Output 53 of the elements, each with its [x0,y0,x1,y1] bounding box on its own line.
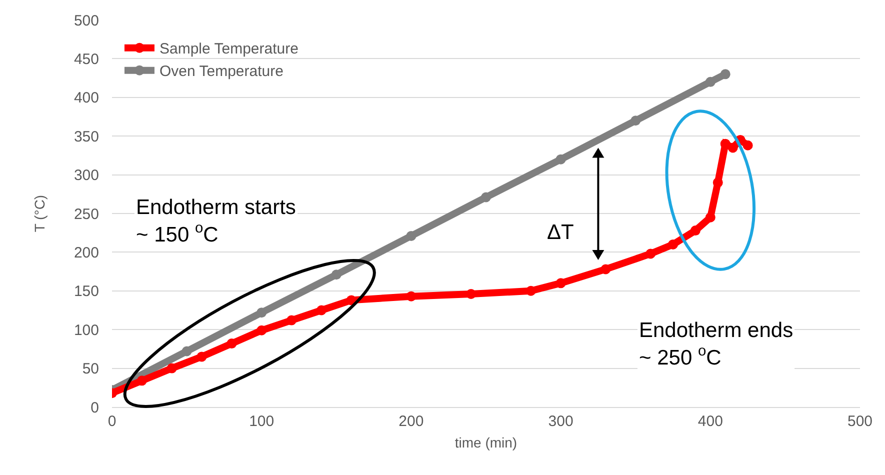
point [728,142,738,153]
legend-label: Sample Temperature [159,40,298,58]
x-tick-label: 100 [249,413,274,430]
point [286,315,297,326]
point [256,325,267,336]
x-tick-label: 500 [847,413,873,430]
point [256,308,267,318]
y-tick-label: 450 [74,50,99,68]
point [742,140,753,150]
point [720,69,730,80]
point [406,230,416,241]
point [556,154,566,164]
point [705,76,716,87]
point [196,352,207,362]
point [705,212,716,222]
point [668,239,678,250]
point [136,376,147,386]
point [182,346,192,356]
y-tick-label: 0 [90,399,99,416]
point [316,305,326,316]
y-axis-title: T (°C) [32,194,48,232]
annotation: ΔT [547,221,574,244]
x-tick-label: 300 [548,413,574,430]
point [712,178,723,188]
point [481,192,491,202]
annotation: Endotherm ends ~ 250 $^{o}$C [639,319,794,370]
point [526,286,536,296]
x-tick-label: 400 [698,413,723,430]
point [630,116,641,126]
x-tick-label: 0 [108,413,116,430]
y-tick-label: 350 [74,128,99,146]
y-tick-label: 250 [74,206,99,223]
y-tick-label: 50 [82,360,99,378]
y-tick-label: 150 [74,283,99,300]
legend-label: Oven Temperature [159,63,284,80]
point [406,291,416,302]
x-axis-title: time (min) [454,434,518,450]
point [331,270,342,280]
y-tick-label: 400 [74,90,99,107]
point [166,363,177,374]
y-tick-label: 100 [74,322,99,339]
y-tick-label: 500 [74,12,99,30]
y-tick-label: 300 [74,167,99,184]
x-tick-label: 200 [398,413,424,430]
point [600,264,611,274]
point [226,338,237,349]
point [690,226,700,236]
point [346,295,356,306]
point [556,278,566,288]
y-tick-label: 200 [74,244,99,262]
annotation: Endotherm starts ~ 150 $^{o}$C [136,196,296,246]
point [646,248,656,259]
point [466,289,476,299]
